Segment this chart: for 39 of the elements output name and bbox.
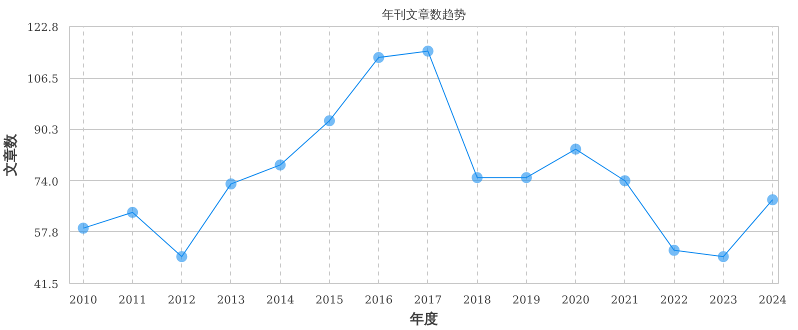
- point: [373, 52, 384, 63]
- point: [176, 251, 188, 262]
- x-tick-label: 2012: [168, 294, 196, 306]
- x-tick-label: 2024: [758, 294, 787, 306]
- x-tick-label: 2014: [266, 294, 294, 306]
- y-tick-label: 90.3: [34, 124, 59, 137]
- x-tick-label: 2022: [660, 294, 688, 306]
- point: [225, 178, 236, 190]
- chart-title: 年刊文章数趋势: [382, 8, 466, 22]
- point: [570, 144, 582, 155]
- x-tick-label: 2019: [512, 294, 540, 306]
- x-tick-label: 2013: [216, 294, 245, 306]
- x-tick-label: 2018: [463, 294, 492, 306]
- y-tick-label: 41.5: [34, 278, 59, 291]
- x-tick-label: 2010: [69, 294, 98, 306]
- point: [619, 175, 630, 186]
- point: [718, 251, 729, 262]
- point: [767, 194, 778, 206]
- point: [668, 244, 680, 256]
- y-tick-label: 122.8: [27, 21, 59, 34]
- x-tick-label: 2015: [315, 294, 344, 306]
- x-tick-label: 2020: [562, 294, 590, 306]
- point: [520, 172, 532, 184]
- point: [472, 172, 483, 184]
- x-tick-label: 2011: [118, 294, 147, 306]
- x-axis-title: 年度: [409, 310, 438, 328]
- y-axis-title: 文章数: [2, 133, 20, 177]
- point: [274, 159, 286, 170]
- y-tick-label: 106.5: [27, 72, 59, 86]
- x-tick-label: 2023: [709, 294, 738, 306]
- point: [127, 206, 138, 218]
- x-tick-label: 2017: [414, 294, 442, 306]
- point: [78, 222, 89, 234]
- point: [324, 115, 335, 126]
- x-tick-label: 2021: [610, 294, 639, 306]
- y-tick-label: 57.8: [34, 226, 59, 240]
- x-tick-label: 2016: [364, 294, 393, 306]
- y-tick-label: 74.0: [34, 175, 59, 188]
- point: [422, 46, 434, 57]
